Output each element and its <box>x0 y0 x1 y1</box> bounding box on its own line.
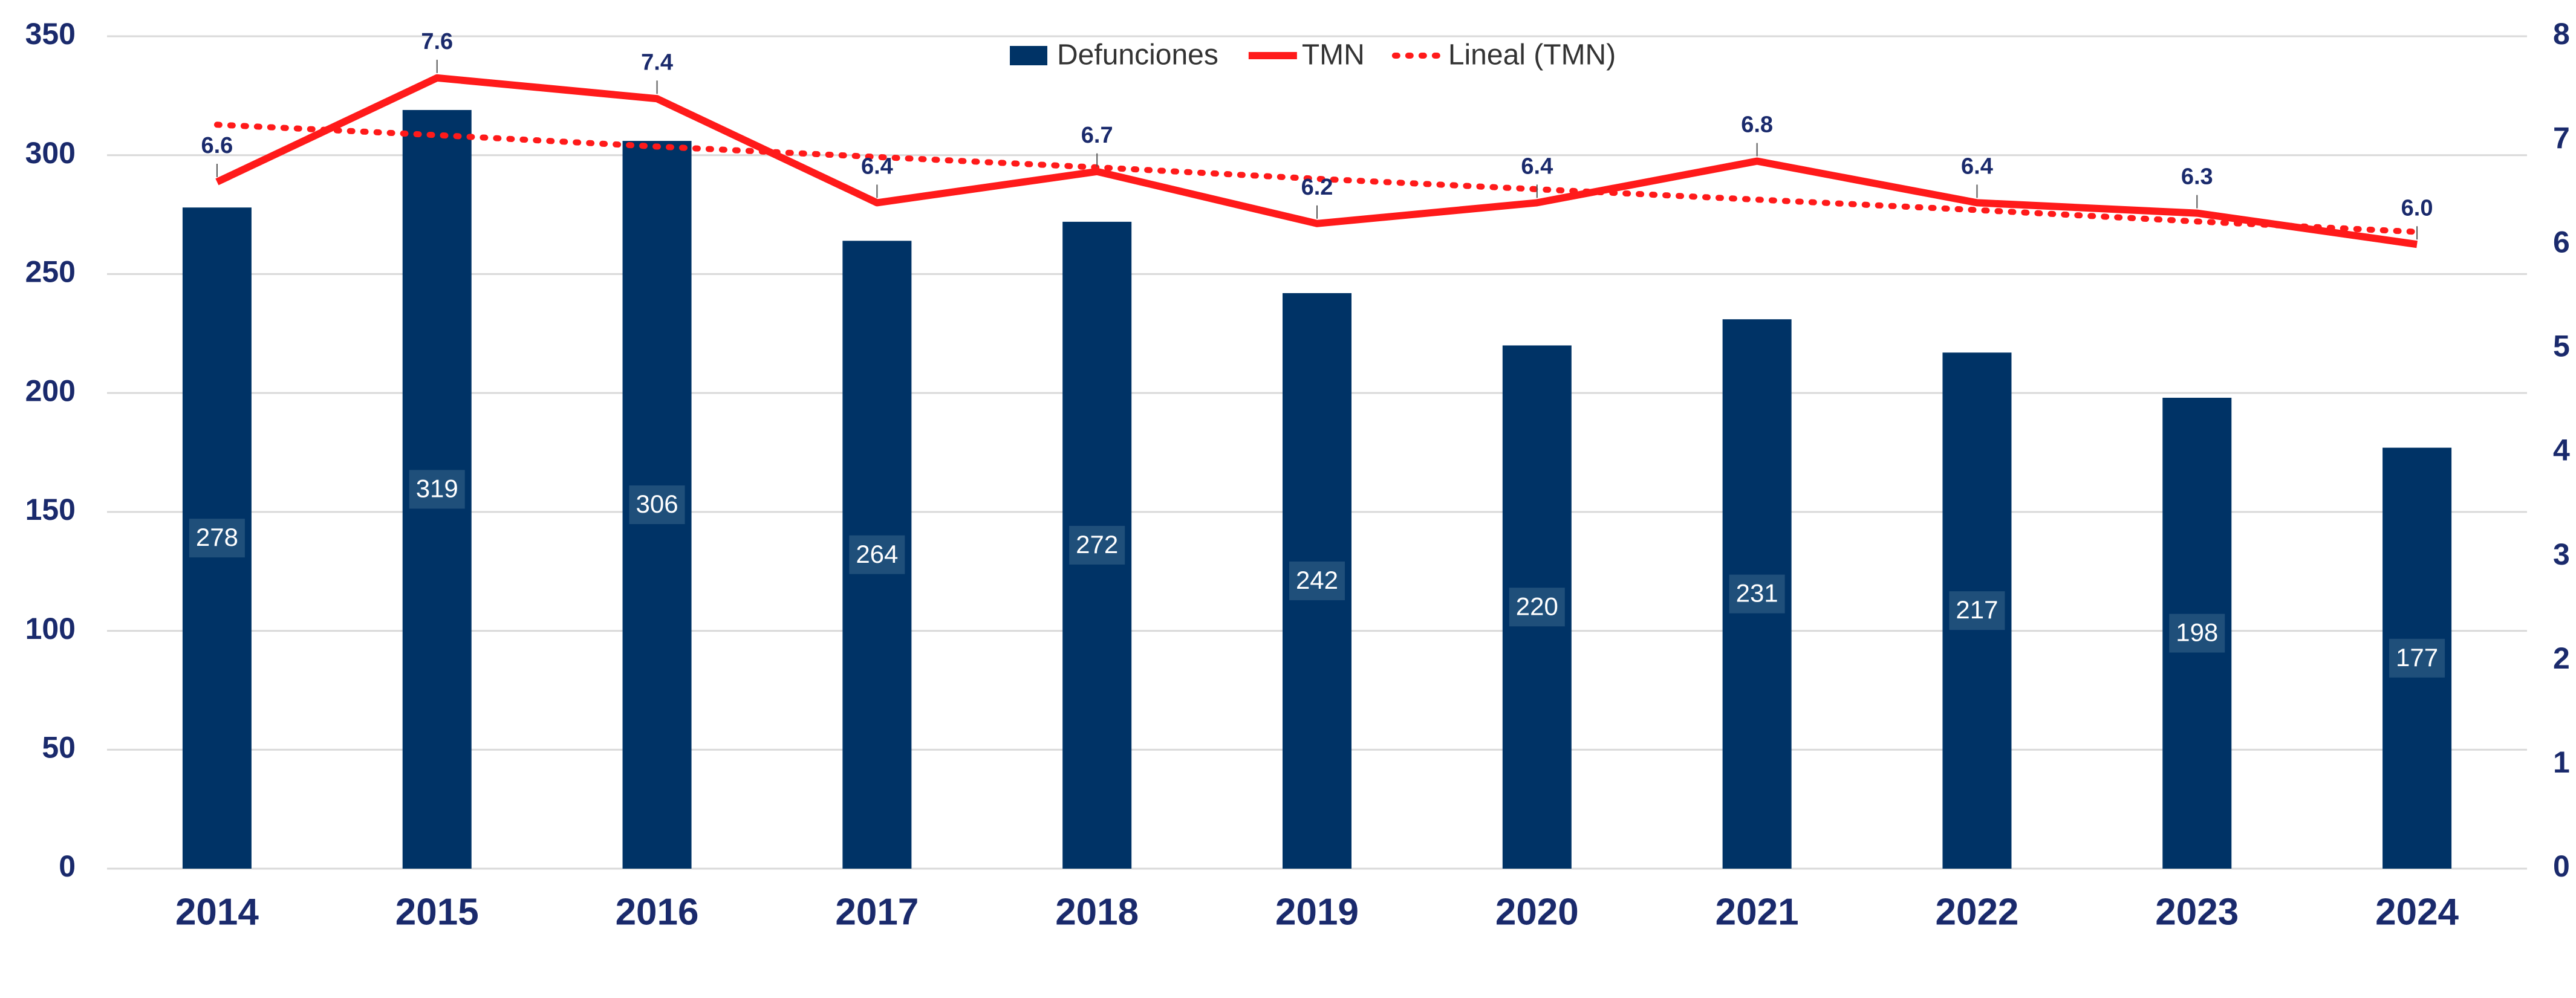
data-label: 6.2 <box>1301 175 1333 200</box>
data-label: 242 <box>1296 566 1338 594</box>
data-label-box <box>1949 591 2005 630</box>
x-tick-label: 2017 <box>835 891 919 933</box>
x-tick-label: 2021 <box>1716 891 1799 933</box>
data-label: 177 <box>2396 643 2438 672</box>
data-label-box <box>189 519 245 558</box>
data-label-box <box>1069 525 1125 565</box>
x-tick-label: 2022 <box>1935 891 2018 933</box>
y2-tick-label: 0 <box>2553 849 2570 883</box>
y-tick-label: 350 <box>25 17 76 51</box>
data-label-box <box>629 485 685 525</box>
y2-tick-label: 6 <box>2553 225 2570 259</box>
legend-label: Defunciones <box>1057 39 1218 71</box>
x-tick-label: 2016 <box>616 891 699 933</box>
data-label-box <box>2389 638 2445 678</box>
y-tick-label: 50 <box>42 730 76 764</box>
y2-tick-label: 2 <box>2553 641 2570 675</box>
data-label: 6.6 <box>201 133 233 158</box>
trend-line <box>213 122 2421 235</box>
x-tick-label: 2019 <box>1275 891 1359 933</box>
data-label: 7.4 <box>641 50 673 75</box>
y2-tick-label: 8 <box>2553 17 2570 51</box>
legend-swatch <box>1010 46 1047 65</box>
data-label: 6.4 <box>861 154 893 179</box>
data-label: 220 <box>1516 592 1558 620</box>
data-label: 6.7 <box>1081 123 1113 148</box>
y-tick-label: 250 <box>25 255 76 289</box>
data-label-box <box>1289 561 1345 600</box>
data-label-box <box>409 470 465 509</box>
data-label: 6.3 <box>2181 164 2213 190</box>
x-tick-label: 2020 <box>1495 891 1579 933</box>
y2-tick-label: 4 <box>2553 433 2570 467</box>
data-label: 6.4 <box>1521 154 1553 179</box>
data-label: 306 <box>636 490 678 518</box>
y-tick-label: 0 <box>59 849 76 883</box>
line <box>215 74 2418 248</box>
data-label-box <box>1509 588 1565 627</box>
data-label: 198 <box>2176 618 2218 647</box>
data-label-box <box>2169 614 2225 653</box>
x-tick-label: 2014 <box>175 891 259 933</box>
y-tick-label: 100 <box>25 612 76 646</box>
data-label: 217 <box>1956 595 1998 624</box>
x-tick-label: 2023 <box>2155 891 2239 933</box>
legend-label: TMN <box>1302 39 1365 71</box>
x-tick-label: 2015 <box>395 891 479 933</box>
data-label: 278 <box>196 523 238 551</box>
data-label: 264 <box>856 540 898 568</box>
y-tick-label: 200 <box>25 374 76 407</box>
data-label: 272 <box>1076 530 1118 559</box>
data-label-box <box>1729 574 1785 614</box>
data-label: 231 <box>1736 579 1778 608</box>
data-label-box <box>849 535 905 574</box>
y2-tick-label: 5 <box>2553 329 2570 363</box>
legend-label: Lineal (TMN) <box>1448 39 1616 71</box>
y2-tick-label: 1 <box>2553 745 2570 779</box>
data-label: 319 <box>416 475 458 503</box>
data-label: 7.6 <box>421 29 453 54</box>
data-label: 6.8 <box>1741 112 1773 138</box>
y2-tick-label: 3 <box>2553 537 2570 571</box>
y-tick-label: 150 <box>25 493 76 527</box>
y2-tick-label: 7 <box>2553 121 2570 155</box>
x-tick-label: 2018 <box>1055 891 1139 933</box>
x-tick-label: 2024 <box>2375 891 2459 933</box>
y-tick-label: 300 <box>25 136 76 170</box>
data-label: 6.0 <box>2401 195 2433 221</box>
data-label: 6.4 <box>1961 154 1993 179</box>
